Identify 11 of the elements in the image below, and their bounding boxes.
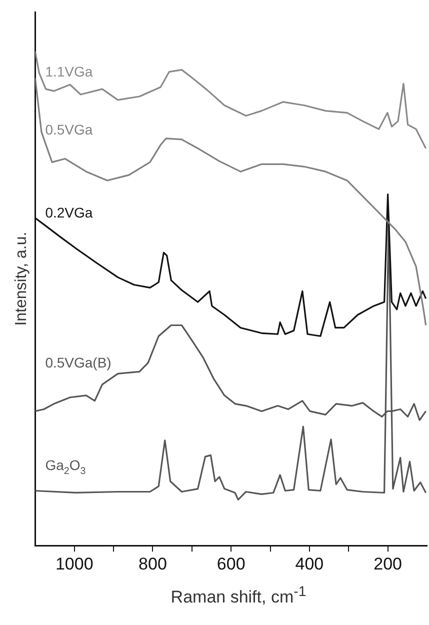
series-label: 0.2VGa xyxy=(45,204,93,220)
x-axis-title: Raman shift, cm$^{-1}$ xyxy=(170,584,308,608)
x-tick-label: 600 xyxy=(216,554,246,574)
x-tick-label: 200 xyxy=(374,554,402,574)
series-label: 0.5VGa xyxy=(45,122,93,138)
y-axis-title: Intensity, a.u. xyxy=(13,232,30,326)
series-label: 0.5VGa(B) xyxy=(45,354,112,370)
x-tick-label: 400 xyxy=(295,554,324,574)
x-tick-label: 1000 xyxy=(55,554,94,574)
series-label: 1.1VGa xyxy=(45,64,93,80)
x-tick-label: 800 xyxy=(138,554,167,574)
